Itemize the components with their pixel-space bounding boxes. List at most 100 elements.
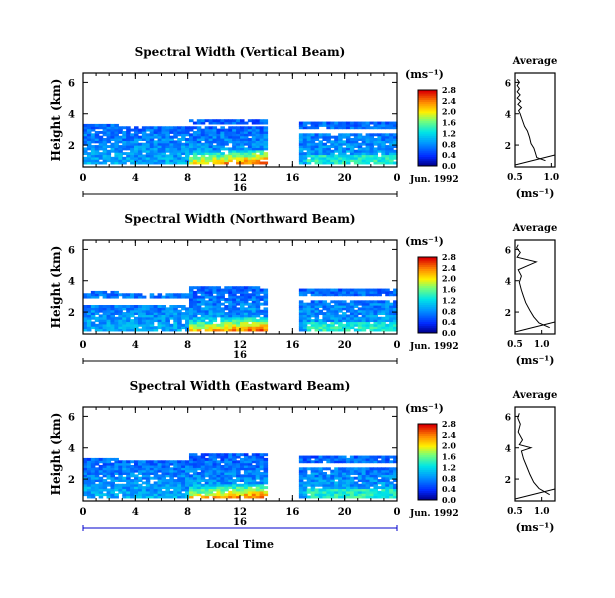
heatmap-cell <box>161 464 167 468</box>
heatmap-cell <box>157 293 163 297</box>
heatmap-cell <box>365 490 371 494</box>
heatmap-cell <box>310 474 316 478</box>
heatmap-cell <box>224 288 229 292</box>
heatmap-cell <box>134 305 139 308</box>
colorbar-segment <box>418 291 437 294</box>
heatmap-cell <box>200 119 206 123</box>
heatmap-cell <box>302 133 308 137</box>
heatmap-cell <box>169 460 174 464</box>
heatmap-cell <box>122 490 127 494</box>
heatmap-cell <box>98 147 104 151</box>
heatmap-cell <box>240 133 245 137</box>
heatmap-cell <box>349 460 355 464</box>
heatmap-cell <box>373 302 378 306</box>
heatmap-cell <box>200 460 206 464</box>
heatmap-cell <box>102 142 108 146</box>
heatmap-cell <box>377 481 382 485</box>
heatmap-cell <box>353 323 359 327</box>
heatmap-cell <box>345 293 351 297</box>
heatmap-cell <box>216 297 221 301</box>
heatmap-cell <box>149 135 155 139</box>
heatmap-cell <box>263 309 269 313</box>
heatmap-cell <box>122 476 127 480</box>
heatmap-cell <box>220 309 225 313</box>
heatmap-cell <box>389 321 394 325</box>
heatmap-cell <box>342 469 347 473</box>
heatmap-cell <box>224 286 229 290</box>
heatmap-cell <box>243 455 249 459</box>
heatmap-cell <box>200 297 206 301</box>
heatmap-cell <box>114 323 119 327</box>
heatmap-cell <box>212 328 218 332</box>
heatmap-cell <box>393 312 398 316</box>
colorbar-segment <box>418 454 437 457</box>
heatmap-cell <box>86 126 92 130</box>
heatmap-cell <box>232 469 237 473</box>
colorbar-segment <box>418 276 437 279</box>
heatmap-cell <box>204 460 210 464</box>
heatmap-cell <box>212 297 218 301</box>
heatmap-cell <box>236 297 241 301</box>
heatmap-cell <box>208 156 214 160</box>
heatmap-cell <box>298 161 304 165</box>
heatmap-cell <box>90 321 96 325</box>
y-tick-label: 4 <box>68 110 75 121</box>
date-label: Jun. 1992 <box>409 175 459 185</box>
heatmap-cell <box>137 469 143 473</box>
heatmap-cell <box>153 159 159 163</box>
heatmap-cell <box>192 309 198 313</box>
heatmap-cell <box>98 138 104 141</box>
heatmap-cell <box>314 126 320 130</box>
heatmap-cell <box>134 145 139 149</box>
heatmap-cell <box>106 145 112 149</box>
heatmap-cell <box>200 319 206 323</box>
heatmap-cell <box>353 328 359 332</box>
heatmap-cell <box>86 493 92 497</box>
heatmap-cell <box>208 121 214 125</box>
heatmap-cell <box>165 469 170 473</box>
heatmap-cell <box>130 493 135 497</box>
heatmap-cell <box>83 133 88 137</box>
heatmap-cell <box>110 474 115 478</box>
heatmap-cell <box>165 486 170 490</box>
heatmap-cell <box>224 323 229 327</box>
heatmap-cell <box>251 293 257 297</box>
heatmap-cell <box>106 474 112 478</box>
heatmap-cell <box>90 152 96 156</box>
heatmap-cell <box>330 321 335 325</box>
heatmap-cell <box>102 128 108 132</box>
heatmap-cell <box>188 305 194 308</box>
heatmap-cell <box>365 300 371 304</box>
heatmap-cell <box>381 495 386 499</box>
heatmap-cell <box>240 316 245 320</box>
heatmap-cell <box>243 476 249 480</box>
heatmap-cell <box>224 488 229 492</box>
heatmap-cell <box>220 488 225 492</box>
heatmap-cell <box>106 312 112 316</box>
heatmap-cell <box>208 474 214 478</box>
heatmap-cell <box>310 300 316 304</box>
heatmap-cell <box>196 312 202 316</box>
heatmap-cell <box>212 161 218 165</box>
heatmap-cell <box>377 474 382 478</box>
heatmap-cell <box>393 493 398 497</box>
heatmap-cell <box>330 142 335 146</box>
heatmap-cell <box>122 161 127 165</box>
heatmap-cell <box>83 464 88 468</box>
heatmap-cell <box>369 474 375 478</box>
heatmap-cell <box>342 293 347 297</box>
heatmap-cell <box>345 323 351 327</box>
colorbar-segment <box>418 105 437 108</box>
heatmap-cell <box>377 123 382 127</box>
heatmap-cell <box>353 483 359 487</box>
heatmap-cell <box>310 483 316 487</box>
heatmap-cell <box>334 290 339 294</box>
heatmap-cell <box>165 295 170 299</box>
heatmap-cell <box>98 126 104 130</box>
heatmap-cell <box>188 142 194 146</box>
heatmap-cell <box>169 126 174 130</box>
colorbar-segment <box>418 131 437 135</box>
heatmap-cell <box>137 305 143 308</box>
heatmap-cell <box>251 145 257 149</box>
heatmap-cell <box>298 495 304 499</box>
